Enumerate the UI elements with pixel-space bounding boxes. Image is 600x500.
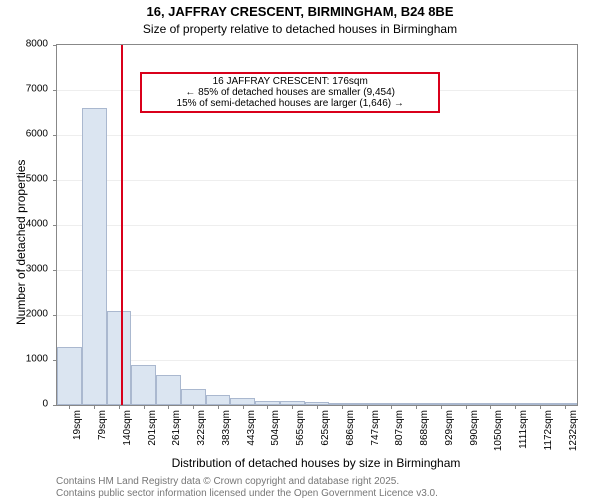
xtick-label: 1050sqm	[493, 410, 504, 451]
ytick-label: 6000	[0, 129, 48, 140]
bar	[230, 398, 255, 405]
bar	[131, 365, 156, 406]
xtick-label: 1232sqm	[568, 410, 579, 451]
xtick-label: 261sqm	[171, 410, 182, 446]
bar	[57, 347, 82, 406]
bar	[206, 395, 231, 405]
xtick-label: 1172sqm	[543, 410, 554, 450]
bar	[156, 375, 181, 405]
xtick-label: 747sqm	[370, 410, 381, 446]
ytick-label: 0	[0, 399, 48, 410]
marker-vline	[121, 45, 123, 405]
xtick-label: 807sqm	[394, 410, 405, 446]
callout-box: 16 JAFFRAY CRESCENT: 176sqm ← 85% of det…	[140, 72, 440, 113]
xtick-label: 625sqm	[320, 410, 331, 446]
xtick-label: 383sqm	[221, 410, 232, 446]
bar	[181, 389, 206, 405]
bar	[107, 311, 132, 405]
callout-line2: ← 85% of detached houses are smaller (9,…	[148, 87, 432, 98]
xtick-label: 140sqm	[122, 410, 133, 446]
xtick-label: 565sqm	[295, 410, 306, 446]
callout-line3: 15% of semi-detached houses are larger (…	[148, 98, 432, 109]
y-axis-label: Number of detached properties	[14, 159, 28, 324]
ytick-label: 7000	[0, 84, 48, 95]
xtick-label: 990sqm	[469, 410, 480, 446]
xtick-label: 322sqm	[196, 410, 207, 446]
xtick-label: 201sqm	[147, 410, 158, 446]
xtick-label: 504sqm	[270, 410, 281, 446]
xtick-label: 443sqm	[246, 410, 257, 446]
xtick-label: 79sqm	[97, 410, 108, 440]
xtick-label: 929sqm	[444, 410, 455, 446]
xtick-label: 868sqm	[419, 410, 430, 446]
xtick-label: 19sqm	[72, 410, 83, 440]
plot-area: 16 JAFFRAY CRESCENT: 176sqm ← 85% of det…	[56, 44, 578, 406]
xtick-label: 1111sqm	[518, 410, 529, 449]
footer-line1: Contains HM Land Registry data © Crown c…	[56, 476, 399, 487]
chart-title-line2: Size of property relative to detached ho…	[0, 22, 600, 36]
x-axis-label: Distribution of detached houses by size …	[56, 456, 576, 470]
xtick-label: 686sqm	[345, 410, 356, 446]
chart-title-line1: 16, JAFFRAY CRESCENT, BIRMINGHAM, B24 8B…	[0, 4, 600, 19]
bar	[82, 108, 107, 405]
ytick-label: 1000	[0, 354, 48, 365]
footer-line2: Contains public sector information licen…	[56, 488, 438, 499]
callout-line1: 16 JAFFRAY CRESCENT: 176sqm	[148, 76, 432, 87]
ytick-label: 8000	[0, 39, 48, 50]
